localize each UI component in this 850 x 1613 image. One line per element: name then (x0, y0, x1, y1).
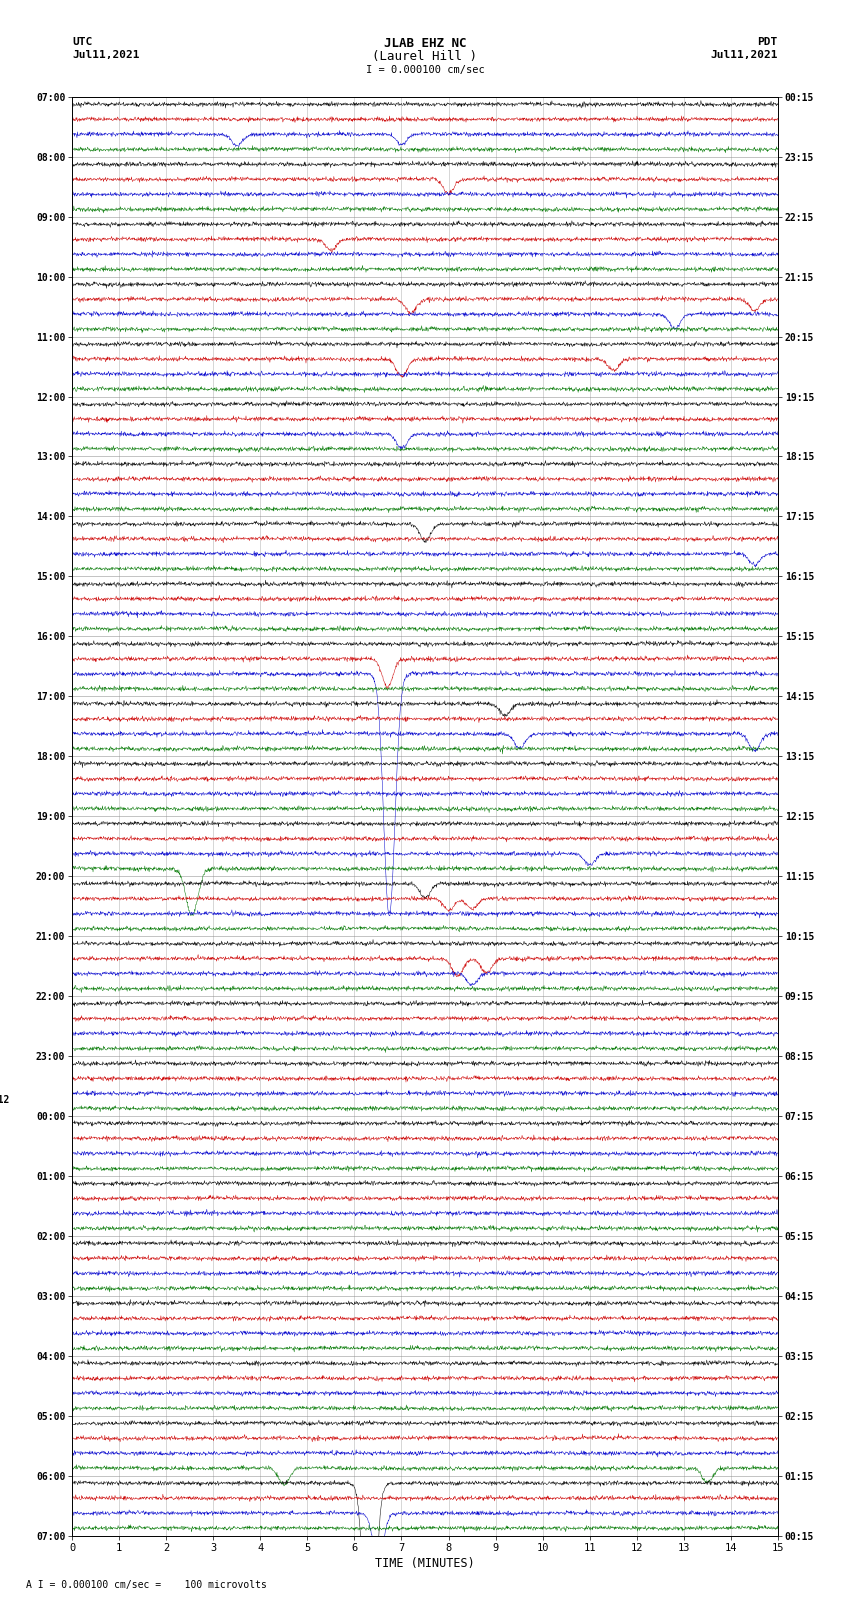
X-axis label: TIME (MINUTES): TIME (MINUTES) (375, 1557, 475, 1569)
Text: Jul12: Jul12 (0, 1095, 9, 1105)
Text: JLAB EHZ NC: JLAB EHZ NC (383, 37, 467, 50)
Text: I = 0.000100 cm/sec: I = 0.000100 cm/sec (366, 65, 484, 74)
Text: (Laurel Hill ): (Laurel Hill ) (372, 50, 478, 63)
Text: UTC: UTC (72, 37, 93, 47)
Text: Jul11,2021: Jul11,2021 (72, 50, 139, 60)
Text: Jul11,2021: Jul11,2021 (711, 50, 778, 60)
Text: A I = 0.000100 cm/sec =    100 microvolts: A I = 0.000100 cm/sec = 100 microvolts (26, 1581, 266, 1590)
Text: PDT: PDT (757, 37, 778, 47)
